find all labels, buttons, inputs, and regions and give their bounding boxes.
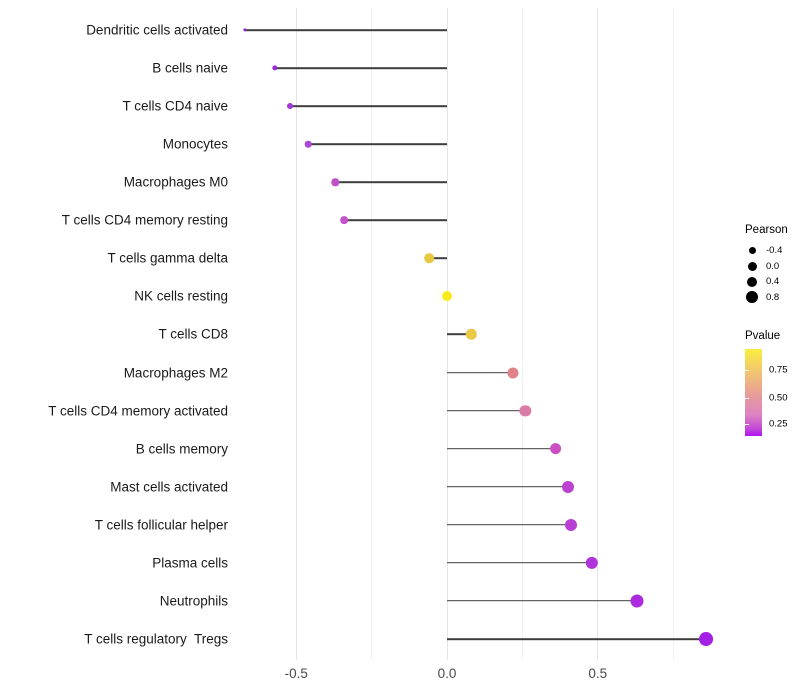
data-point	[305, 140, 312, 148]
data-point	[243, 28, 247, 32]
row-label: T cells CD4 memory activated	[48, 403, 228, 419]
row-label: Macrophages M0	[123, 174, 228, 190]
data-point	[699, 631, 714, 646]
colorbar-tick-label: 0.25	[769, 418, 788, 430]
lollipop-stem	[344, 219, 447, 222]
gridline-major	[295, 8, 297, 660]
lollipop-stem	[447, 447, 556, 450]
data-point	[465, 329, 477, 340]
data-point	[340, 216, 349, 225]
legend-pearson-items: -0.4 0.0 0.4 0.8	[745, 243, 800, 305]
row-label: Neutrophils	[159, 593, 228, 609]
row-label: Monocytes	[162, 136, 228, 152]
lollipop-stem	[447, 562, 592, 564]
data-point	[585, 556, 598, 569]
lollipop-stem	[428, 257, 447, 260]
row-label: T cells regulatory Tregs	[84, 631, 228, 647]
row-label: Plasma cells	[152, 555, 228, 571]
data-point	[331, 178, 340, 186]
pvalue-colorbar-wrap: 0.75 0.50 0.25	[745, 349, 800, 436]
legend-size-item: 0.8	[745, 290, 800, 306]
x-tick-label: -0.5	[284, 666, 308, 681]
data-point	[272, 65, 278, 71]
legend-size-dot-box	[745, 291, 759, 304]
legend-size-dot-box	[745, 276, 759, 287]
row-label: T cells gamma delta	[107, 250, 228, 266]
row-label: B cells naive	[152, 60, 228, 76]
legend-size-label: 0.4	[766, 276, 780, 288]
x-tick-label: 0.0	[437, 666, 457, 681]
data-point	[424, 253, 434, 264]
data-point	[630, 594, 644, 608]
data-point	[287, 103, 294, 110]
data-point	[507, 366, 519, 379]
row-label: T cells follicular helper	[94, 517, 228, 533]
legend-size-dot	[747, 261, 757, 271]
data-point	[519, 404, 532, 417]
row-label: Macrophages M2	[123, 365, 228, 381]
legend-size-dot	[748, 247, 756, 255]
data-point	[442, 291, 452, 302]
colorbar-tick-label: 0.50	[769, 392, 788, 404]
lollipop-stem	[308, 143, 447, 145]
legend-size-item: 0.4	[745, 274, 800, 290]
lollipop-stem	[447, 600, 637, 602]
row-label: NK cells resting	[134, 288, 228, 304]
legend-pvalue: Pvalue 0.75 0.50 0.25	[745, 330, 800, 436]
lollipop-stem	[447, 371, 514, 374]
legend-size-dot	[746, 276, 758, 287]
row-label: T cells CD8	[158, 326, 228, 342]
row-label: Dendritic cells activated	[86, 22, 228, 38]
lollipop-stem	[244, 29, 447, 31]
data-point	[564, 518, 577, 531]
row-label: B cells memory	[135, 441, 228, 457]
colorbar-tick	[745, 423, 749, 425]
data-point	[561, 480, 574, 493]
row-label: Mast cells activated	[110, 479, 228, 495]
legend-size-label: -0.4	[766, 245, 783, 257]
lollipop-stem	[447, 333, 472, 336]
lollipop-stem	[275, 67, 447, 69]
gridline-minor	[371, 8, 373, 660]
legend-size-dot-box	[745, 261, 759, 271]
lollipop-stem	[447, 409, 526, 412]
lollipop-stem	[447, 523, 571, 526]
lollipop-stem	[335, 181, 447, 184]
gridline-minor	[521, 8, 523, 660]
legend-size-label: 0.0	[766, 260, 780, 272]
legend-size-item: 0.0	[745, 259, 800, 275]
data-point	[549, 442, 562, 455]
legend-pearson: Pearson -0.4 0.0 0.4 0.8	[745, 224, 800, 305]
colorbar-tick	[745, 397, 749, 399]
gridline-minor	[672, 8, 674, 660]
colorbar-tick-label: 0.75	[769, 364, 788, 376]
colorbar-tick	[745, 369, 749, 371]
legend-size-dot	[746, 291, 758, 304]
lollipop-stem	[447, 485, 568, 488]
gridline-major	[597, 8, 599, 660]
x-tick-label: 0.5	[588, 666, 608, 681]
legend-pearson-title: Pearson	[745, 224, 788, 236]
legend-pvalue-title: Pvalue	[745, 330, 781, 342]
legend-size-dot-box	[745, 247, 759, 255]
lollipop-stem	[290, 105, 447, 107]
lollipop-stem	[447, 638, 707, 640]
pvalue-colorbar	[745, 349, 762, 436]
legend-size-label: 0.8	[766, 291, 780, 303]
row-label: T cells CD4 memory resting	[61, 212, 228, 228]
legend-size-item: -0.4	[745, 243, 800, 259]
row-label: T cells CD4 naive	[122, 98, 228, 114]
